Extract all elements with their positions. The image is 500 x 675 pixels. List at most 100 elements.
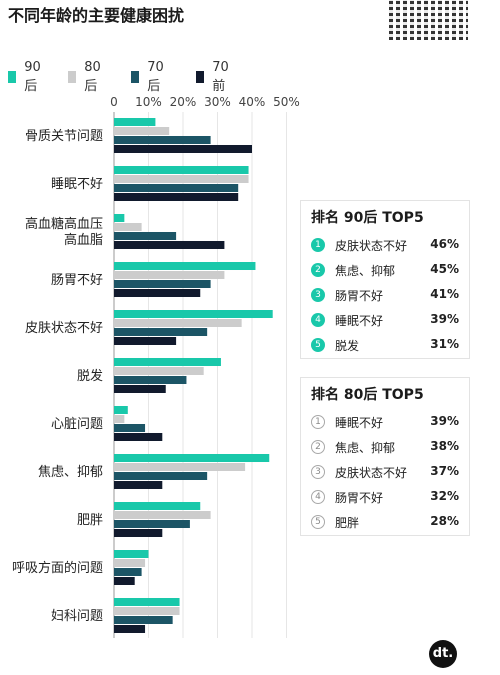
top5-row: 1 睡眠不好 39% (301, 410, 469, 435)
legend-item: 70前 (196, 60, 233, 94)
top5-item-name: 皮肤状态不好 (335, 466, 408, 480)
bar-3-3 (114, 289, 201, 297)
top5-item-name: 焦虑、抑郁 (335, 441, 396, 455)
page-title: 不同年龄的主要健康困扰 (8, 6, 185, 25)
bar-5-0 (114, 358, 221, 366)
bar-6-1 (114, 415, 125, 423)
top5-item-name: 皮肤状态不好 (335, 239, 408, 253)
rank-number-icon: 5 (311, 338, 325, 352)
category-label: 心脏问题 (51, 417, 103, 432)
legend-item: 70后 (131, 60, 168, 94)
top5-item-name: 睡眠不好 (335, 416, 384, 430)
top5-item-name: 焦虑、抑郁 (335, 264, 396, 278)
category-label: 肥胖 (77, 513, 103, 528)
top5-row: 3 肠胃不好 41% (301, 283, 469, 308)
bar-1-3 (114, 193, 239, 201)
bar-4-2 (114, 328, 208, 336)
legend-item: 80后 (68, 60, 105, 94)
bar-8-0 (114, 502, 201, 510)
category-label: 焦虑、抑郁 (38, 465, 103, 480)
rank-number-icon: 4 (311, 490, 325, 504)
legend-item: 90后 (8, 60, 45, 94)
top5-80-box: 排名 80后 TOP5 1 睡眠不好 39% 2 焦虑、抑郁 38% 3 皮肤状态不好 37% 4… (300, 377, 470, 536)
rank-number-icon: 2 (311, 440, 325, 454)
top5-row: 1 皮肤状态不好 46% (301, 233, 469, 258)
category-label: 高血脂 (64, 232, 103, 248)
rank-number-icon: 3 (311, 465, 325, 479)
bar-5-2 (114, 376, 187, 384)
category-label: 皮肤状态不好 (25, 321, 103, 336)
top5-row: 3 皮肤状态不好 37% (301, 460, 469, 485)
bar-7-2 (114, 472, 208, 480)
legend-label: 70后 (147, 60, 164, 94)
x-tick-label: 50% (273, 95, 300, 109)
bar-2-2 (114, 232, 177, 240)
legend-swatch (8, 71, 17, 83)
legend-swatch (196, 71, 205, 83)
bar-8-1 (114, 511, 211, 519)
rank-number-icon: 5 (311, 515, 325, 529)
bar-2-0 (114, 214, 125, 222)
bar-5-1 (114, 367, 204, 375)
bar-5-3 (114, 385, 166, 393)
top5-item-name: 肠胃不好 (335, 491, 384, 505)
category-label: 呼吸方面的问题 (12, 560, 103, 576)
bar-3-1 (114, 271, 225, 279)
top5-item-pct: 28% (430, 514, 459, 528)
top5-item-name: 肠胃不好 (335, 289, 384, 303)
x-tick-label: 20% (170, 95, 197, 109)
top5-item-pct: 39% (430, 414, 459, 428)
legend-swatch (68, 71, 77, 83)
bar-6-3 (114, 433, 163, 441)
bar-9-1 (114, 559, 146, 567)
rank-number-icon: 4 (311, 313, 325, 327)
legend-label: 70前 (212, 60, 229, 94)
category-label: 妇科问题 (51, 608, 103, 624)
top5-item-name: 脱发 (335, 339, 360, 353)
bar-3-2 (114, 280, 211, 288)
bar-7-0 (114, 454, 270, 462)
bar-0-1 (114, 127, 170, 135)
top5-90-box: 排名 90后 TOP5 1 皮肤状态不好 46% 2 焦虑、抑郁 45% 3 肠胃不好 41% 4… (300, 200, 470, 359)
bar-10-1 (114, 607, 180, 615)
bar-9-2 (114, 568, 142, 576)
rank-number-icon: 1 (311, 415, 325, 429)
top5-row: 4 肠胃不好 32% (301, 485, 469, 510)
rank-number-icon: 1 (311, 238, 325, 252)
top5-row: 2 焦虑、抑郁 38% (301, 435, 469, 460)
category-label: 睡眠不好 (51, 177, 103, 192)
top5-item-pct: 45% (430, 262, 459, 276)
top5-item-pct: 46% (430, 237, 459, 251)
top5-row: 5 脱发 31% (301, 333, 469, 358)
bar-2-3 (114, 241, 225, 249)
bar-4-3 (114, 337, 177, 345)
brand-logo: dt. (429, 640, 457, 668)
bar-8-2 (114, 520, 190, 528)
category-label: 高血糖高血压 (25, 216, 103, 232)
bar-10-2 (114, 616, 173, 624)
bar-6-2 (114, 424, 146, 432)
bar-0-3 (114, 145, 252, 153)
legend-label: 80后 (84, 60, 101, 94)
category-label: 肠胃不好 (51, 273, 103, 288)
top5-90-title: 排名 90后 TOP5 (311, 210, 424, 226)
bar-2-1 (114, 223, 142, 231)
top5-item-pct: 38% (430, 439, 459, 453)
bar-8-3 (114, 529, 163, 537)
bar-7-3 (114, 481, 163, 489)
bar-0-2 (114, 136, 211, 144)
bar-chart: 0 10% 20% 30% 40% 50% 骨质关节问题睡眠不好高血糖高血压高血脂肠胃不好皮… (12, 95, 300, 638)
top5-item-pct: 41% (430, 287, 459, 301)
bar-1-1 (114, 175, 249, 183)
top5-80-title: 排名 80后 TOP5 (311, 387, 424, 403)
rank-number-icon: 3 (311, 288, 325, 302)
bar-3-0 (114, 262, 256, 270)
bar-10-3 (114, 625, 146, 633)
x-tick-label: 0 (110, 95, 118, 109)
qr-code-icon (389, 0, 468, 40)
bar-1-2 (114, 184, 239, 192)
top5-item-pct: 32% (430, 489, 459, 503)
bar-0-0 (114, 118, 156, 126)
bar-9-3 (114, 577, 135, 585)
rank-number-icon: 2 (311, 263, 325, 277)
